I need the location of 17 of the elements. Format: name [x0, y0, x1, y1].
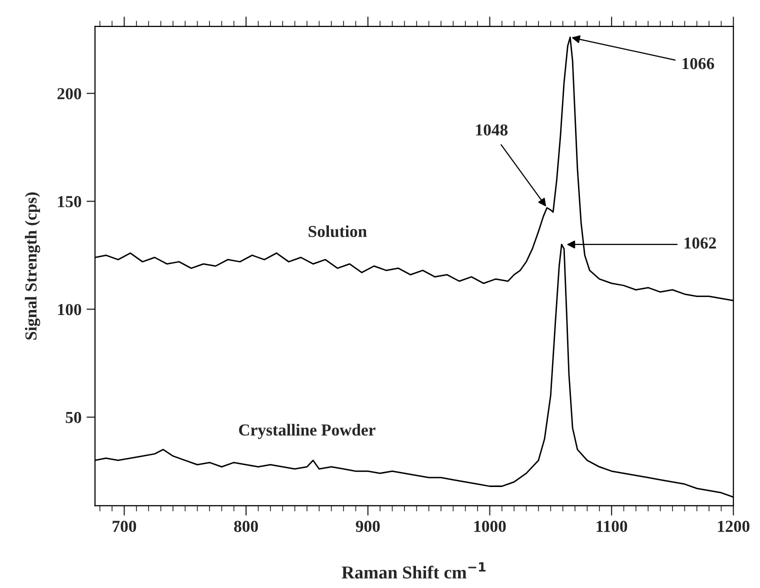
x-tick-label: 700	[112, 520, 136, 532]
y-tick-label: 200	[58, 88, 82, 100]
series-label: Solution	[308, 225, 367, 238]
x-tick-label: 1100	[596, 520, 628, 532]
x-tick-label: 900	[356, 520, 380, 532]
x-tick-label: 800	[234, 520, 258, 532]
x-axis-title: Raman Shift cm$^{−1}$	[342, 562, 486, 579]
y-tick-label: 100	[58, 304, 82, 316]
annotation: 1048	[476, 124, 508, 136]
y-tick-label: 50	[66, 412, 82, 424]
y-tick-label: 150	[58, 196, 82, 208]
annotation: 1062	[684, 237, 716, 249]
x-tick-label: 1000	[474, 520, 506, 532]
x-tick-label: 1200	[718, 520, 750, 532]
series-label: Crystalline Powder	[239, 424, 376, 440]
y-axis-title: Signal Strength (cps)	[24, 192, 40, 340]
annotation: 1066	[682, 58, 714, 70]
